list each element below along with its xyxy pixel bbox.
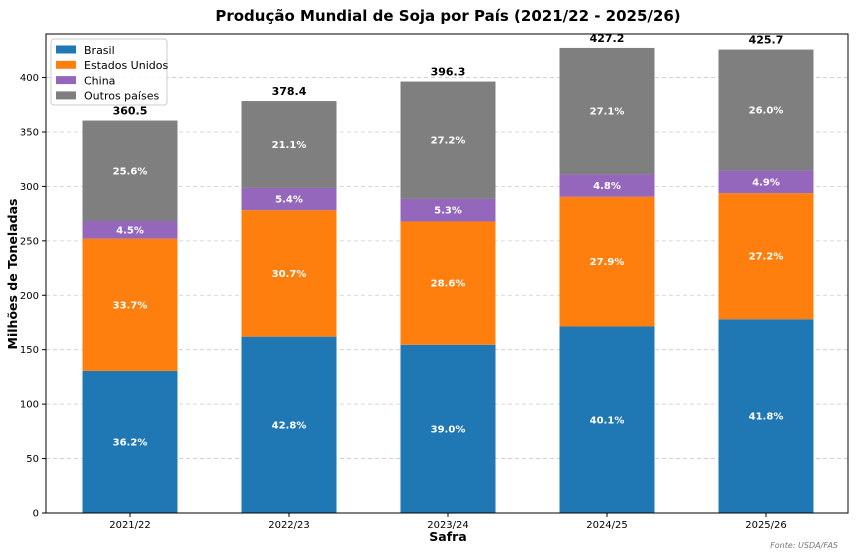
bar-segment <box>718 170 814 194</box>
bar-total-label: 425.7 <box>749 34 784 47</box>
segment-percent-label: 27.2% <box>431 136 466 147</box>
chart-title: Produção Mundial de Soja por País (2021/… <box>215 7 680 25</box>
y-tick-label: 300 <box>20 182 39 193</box>
bar-segment <box>82 370 178 513</box>
x-tick-label: 2023/24 <box>427 520 469 531</box>
segment-percent-label: 28.6% <box>431 279 466 290</box>
segment-percent-label: 33.7% <box>113 300 148 311</box>
segment-percent-label: 4.9% <box>752 177 780 188</box>
segment-percent-label: 4.5% <box>116 225 144 236</box>
bar-segment <box>82 238 178 371</box>
bar-segment <box>400 221 496 345</box>
bar-total-label: 360.5 <box>113 105 148 118</box>
segment-percent-label: 27.9% <box>590 257 625 268</box>
segment-percent-label: 40.1% <box>590 415 625 426</box>
axes: 0 50 100 150 200 250 300 350 400 2021/22 2022/23 20… <box>20 73 787 531</box>
segment-percent-label: 4.8% <box>593 181 621 192</box>
x-tick-label: 2022/23 <box>268 520 310 531</box>
bar-total-label: 378.4 <box>272 85 307 98</box>
legend-label: Outros países <box>84 90 159 103</box>
y-tick-label: 200 <box>20 291 39 302</box>
y-tick-label: 250 <box>20 236 39 247</box>
bar-segment <box>559 47 655 175</box>
x-tick-label: 2021/22 <box>109 520 151 531</box>
bar-total-label: 396.3 <box>431 66 466 79</box>
legend-label: China <box>84 74 115 87</box>
bars <box>82 47 814 513</box>
legend-label: Brasil <box>84 44 115 57</box>
bar-segment <box>559 326 655 513</box>
segment-percent-label: 42.8% <box>272 420 307 431</box>
legend-box <box>50 38 168 106</box>
bar-segment <box>559 174 655 197</box>
legend-swatch <box>56 91 76 100</box>
bar-segment <box>82 221 178 239</box>
plot-frame <box>45 33 849 514</box>
y-tick-label: 0 <box>33 509 39 520</box>
bar-segment <box>241 210 337 337</box>
x-tick-label: 2025/26 <box>745 520 787 531</box>
bar-segment <box>241 101 337 188</box>
y-axis-label: Milhões de Toneladas <box>5 199 20 350</box>
bar-total-label: 427.2 <box>590 32 625 45</box>
legend-label: Estados Unidos <box>84 59 168 72</box>
segment-percent-label: 27.1% <box>590 107 625 118</box>
y-tick-label: 400 <box>20 73 39 84</box>
segment-percent-label: 41.8% <box>749 412 784 423</box>
segment-percent-label: 21.1% <box>272 140 307 151</box>
bar-segment <box>241 187 337 211</box>
segment-percent-label: 27.2% <box>749 252 784 263</box>
bar-segment <box>400 344 496 513</box>
bar-segment <box>718 49 814 171</box>
bar-segment <box>718 319 814 513</box>
x-tick-label: 2024/25 <box>586 520 628 531</box>
bar-segment <box>400 81 496 199</box>
segment-percent-label: 36.2% <box>113 437 148 448</box>
segment-percent-label: 30.7% <box>272 269 307 280</box>
data-labels: 36.2% 33.7% 4.5% 25.6% 360.5 42.8% 30.7% 5.4% 21… <box>113 32 784 449</box>
bar-segment <box>400 198 496 222</box>
legend: Brasil Estados Unidos China Outros países <box>50 38 168 106</box>
y-tick-label: 50 <box>26 454 39 465</box>
legend-swatch <box>56 45 76 54</box>
bar-segment <box>718 193 814 320</box>
y-tick-label: 100 <box>20 400 39 411</box>
segment-percent-label: 25.6% <box>113 166 148 177</box>
bar-segment <box>82 120 178 222</box>
bar-segment <box>241 336 337 513</box>
x-axis-label: Safra <box>429 529 466 544</box>
segment-percent-label: 26.0% <box>749 105 784 116</box>
bar-segment <box>559 196 655 327</box>
legend-swatch <box>56 60 76 69</box>
segment-percent-label: 5.4% <box>275 195 303 206</box>
source-note: Fonte: USDA/FAS <box>770 541 838 550</box>
segment-percent-label: 5.3% <box>434 206 462 217</box>
segment-percent-label: 39.0% <box>431 424 466 435</box>
legend-swatch <box>56 76 76 85</box>
y-tick-label: 350 <box>20 127 39 138</box>
y-tick-label: 150 <box>20 345 39 356</box>
